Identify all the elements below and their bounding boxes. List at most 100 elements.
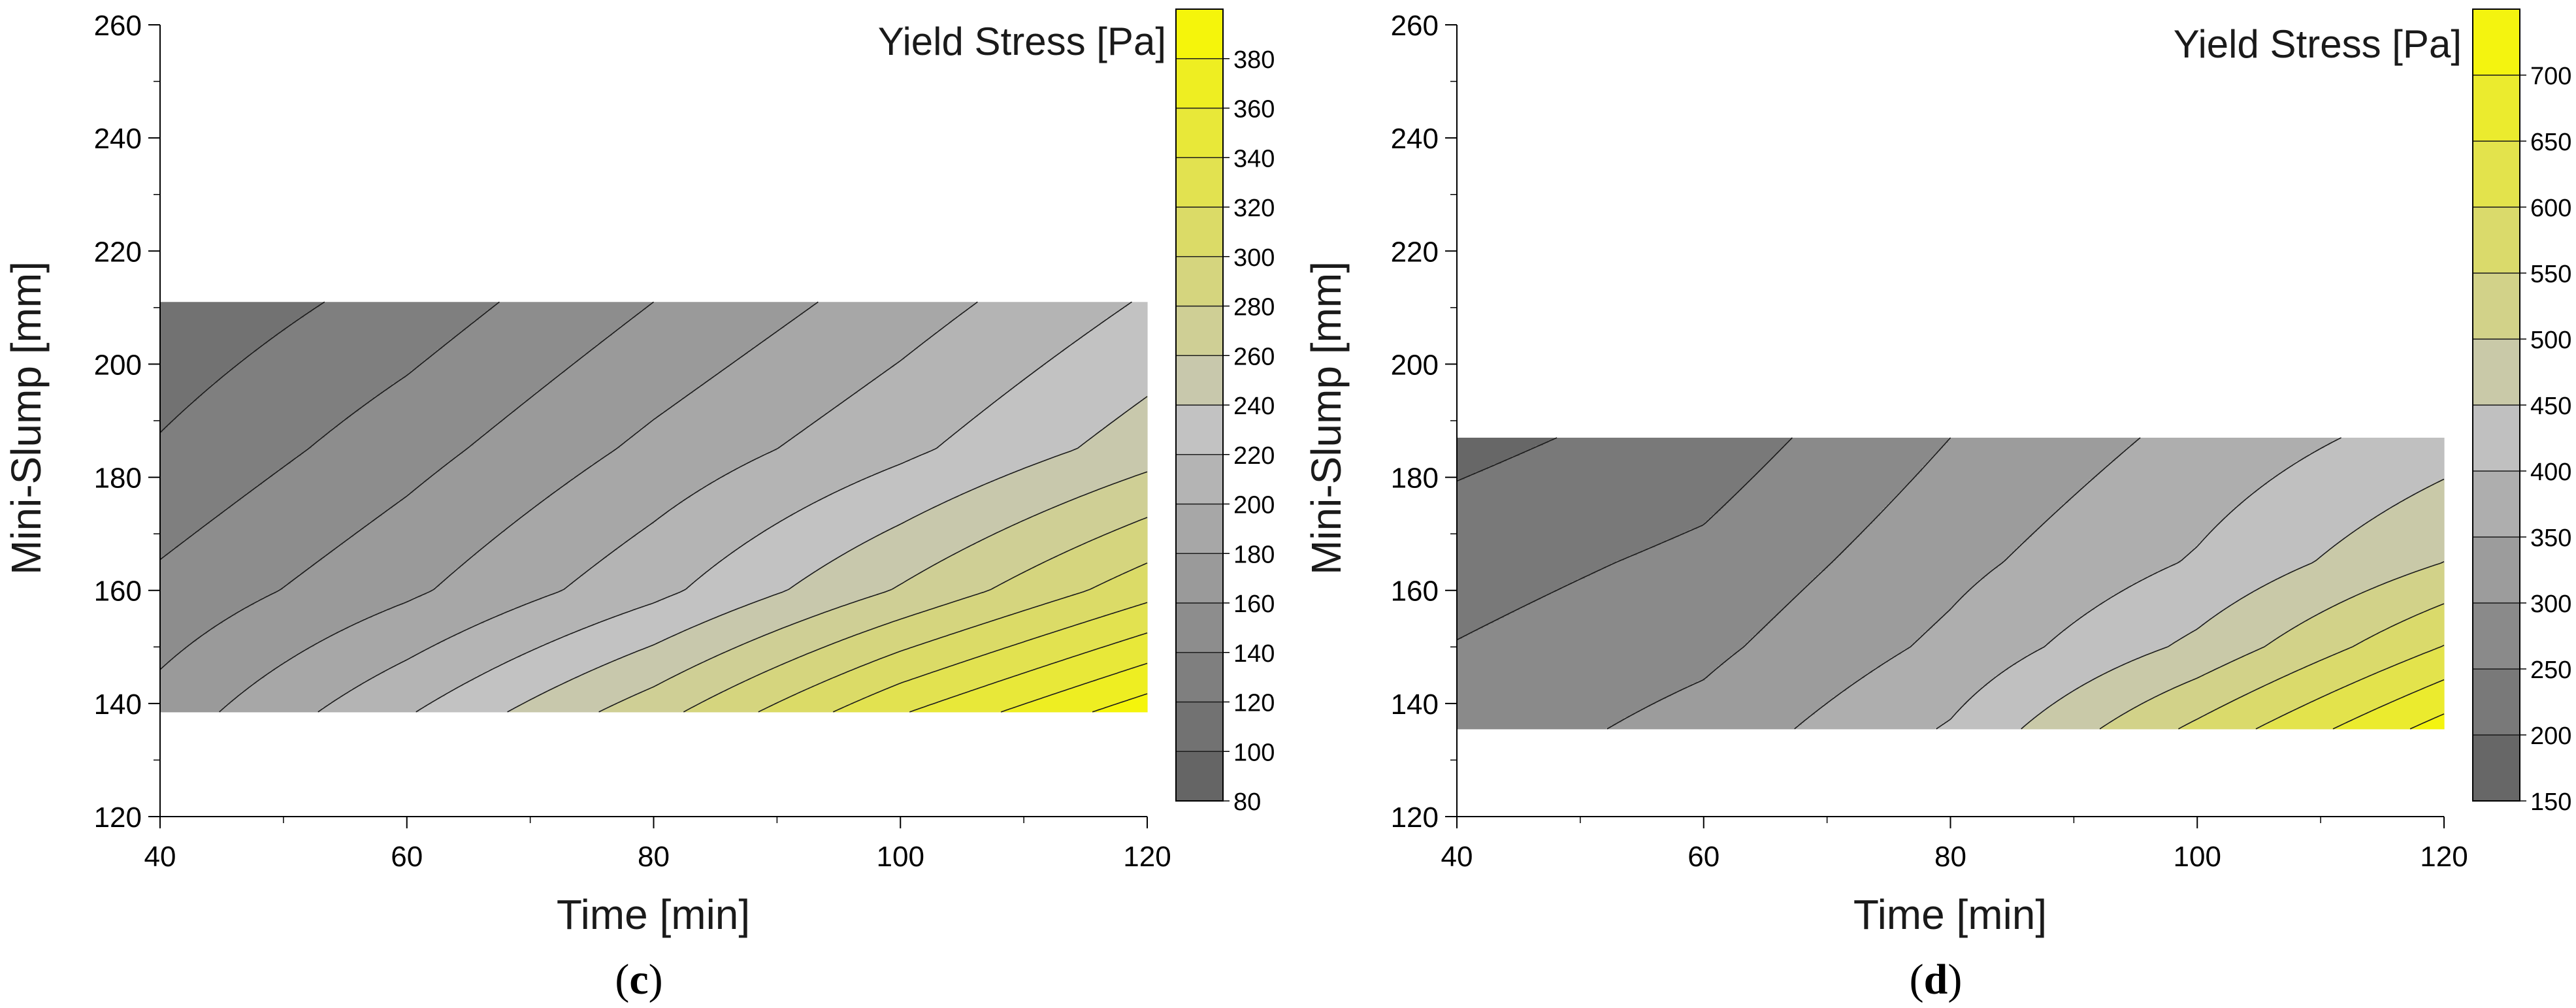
y-tick-label: 240: [1391, 123, 1439, 155]
contour-band-260-280: [602, 472, 1148, 713]
y-tick-label: 120: [1391, 802, 1439, 834]
colorbar-band: [1175, 58, 1224, 109]
y-tick-label: 120: [94, 802, 142, 834]
colorbar-band: [2472, 338, 2520, 406]
panel-letter: d: [1924, 956, 1948, 1003]
contour-band-340-360: [913, 634, 1148, 713]
contour-line-500: [2099, 561, 2445, 730]
contour-line-200: [318, 301, 978, 713]
contour-line-700: [2409, 713, 2445, 730]
y-axis-title: Mini-Slump [mm]: [1303, 261, 1350, 575]
contour-line-300: [758, 562, 1148, 713]
contour-surface: [160, 302, 1148, 713]
colorbar-tick-label: 120: [1233, 690, 1275, 717]
contour-band-100-120: [160, 302, 323, 433]
contour-lines: [1456, 437, 2445, 730]
contour-line-260: [598, 471, 1148, 713]
colorbar-tick-label: 220: [1233, 442, 1275, 470]
colorbar: 80 100 120 140 160 180 200 220 240 260 280 300 320 34…: [1175, 8, 1275, 816]
y-tick-label: 180: [1391, 463, 1439, 495]
colorbar-tick-label: 100: [1233, 739, 1275, 766]
colorbar-band: [2472, 602, 2520, 670]
contour-line-160: [159, 301, 654, 670]
colorbar-title: Yield Stress [Pa]: [2174, 22, 2462, 66]
y-tick-label: 160: [94, 576, 142, 608]
contour-band-160-180: [160, 302, 817, 713]
contour-line-400: [1936, 437, 2341, 730]
y-tick-label: 200: [94, 349, 142, 381]
colorbar-tick-label: 340: [1233, 145, 1275, 172]
panel-d: 120 140 160 180 200 220 240 260 40 60 80 100 120 Ti…: [1303, 8, 2571, 1003]
contour-line-360: [1000, 662, 1148, 713]
colorbar-band: [2472, 272, 2520, 340]
x-tick-label: 100: [877, 841, 924, 873]
colorbar-tick-label: 240: [1233, 393, 1275, 420]
x-tick-label: 40: [144, 841, 176, 873]
y-tick-label: 260: [1391, 10, 1439, 42]
colorbar-tick-label: 700: [2530, 63, 2571, 90]
colorbar-band: [1175, 701, 1224, 752]
contour-line-550: [2178, 603, 2445, 730]
colorbar-tick-label: 280: [1233, 294, 1275, 321]
x-ticks: 40 60 80 100 120: [1441, 817, 2468, 873]
contour-band-550-600: [2178, 605, 2445, 730]
x-tick-label: 100: [2174, 841, 2221, 873]
contour-band-400-450: [1935, 438, 2445, 730]
colorbar-tick-label: 380: [1233, 46, 1275, 74]
x-tick-label: 40: [1441, 841, 1473, 873]
colorbar-tick-label: 260: [1233, 343, 1275, 370]
y-tick-label: 160: [1391, 576, 1439, 608]
colorbar-band: [1175, 256, 1224, 307]
x-tick-label: 80: [638, 841, 670, 873]
colorbar-tick-label: 200: [1233, 492, 1275, 519]
colorbar-band: [2472, 734, 2520, 802]
contour-band-120-140: [160, 302, 498, 559]
x-tick-label: 80: [1934, 841, 1966, 873]
colorbar-tick-label: 80: [1233, 789, 1261, 816]
contour-line-450: [2021, 478, 2445, 730]
colorbar-band: [1175, 751, 1224, 802]
y-tick-label: 220: [1391, 236, 1439, 268]
contour-band-200-220: [319, 302, 1130, 713]
contour-band-450-500: [2021, 480, 2445, 730]
colorbar-band: [1175, 206, 1224, 257]
colorbar-band: [1175, 157, 1224, 208]
colorbar-tick-label: 450: [2530, 393, 2571, 420]
colorbar-band: [2472, 74, 2520, 142]
contour-band-150-200: [1457, 438, 1554, 480]
contour-band-320-340: [834, 602, 1148, 713]
colorbar-tick-label: 300: [2530, 591, 2571, 618]
colorbar-band: [1175, 503, 1224, 554]
contour-band-200-250: [1457, 438, 1792, 640]
colorbar-title: Yield Stress [Pa]: [878, 20, 1166, 63]
y-tick-label: 200: [1391, 349, 1439, 381]
y-axis-title: Mini-Slump [mm]: [3, 261, 50, 575]
colorbar-tick-label: 500: [2530, 327, 2571, 354]
colorbar-band: [2472, 140, 2520, 208]
colorbar-band: [2472, 536, 2520, 604]
colorbar-tick-label: 650: [2530, 129, 2571, 156]
contour-line-600: [2255, 644, 2445, 730]
contour-line-140: [159, 301, 500, 561]
panel-label: (c): [615, 956, 662, 1003]
contour-band-250-300: [1457, 438, 1949, 730]
contour-band-380-400: [1096, 694, 1148, 713]
contour-band-220-240: [419, 302, 1148, 713]
colorbar-band: [1175, 8, 1224, 59]
contour-band-700-750: [2411, 715, 2445, 730]
colorbar-band: [1175, 305, 1224, 356]
y-tick-label: 220: [94, 236, 142, 268]
contour-band-500-550: [2100, 563, 2445, 730]
colorbar-tick-label: 150: [2530, 789, 2571, 816]
x-axis-title: Time [min]: [1853, 891, 2047, 938]
colorbar-tick-label: 180: [1233, 541, 1275, 568]
colorbar-tick-label: 160: [1233, 591, 1275, 618]
colorbar-band: [1175, 454, 1224, 505]
contour-line-650: [2332, 679, 2445, 730]
colorbar: 150 200 250 300 350 400 450 500 550 600 650 700: [2472, 8, 2571, 816]
contour-band-360-380: [1004, 662, 1148, 713]
contour-line-350: [1794, 437, 2141, 730]
colorbar-band: [1175, 107, 1224, 158]
colorbar-tick-label: 350: [2530, 525, 2571, 552]
